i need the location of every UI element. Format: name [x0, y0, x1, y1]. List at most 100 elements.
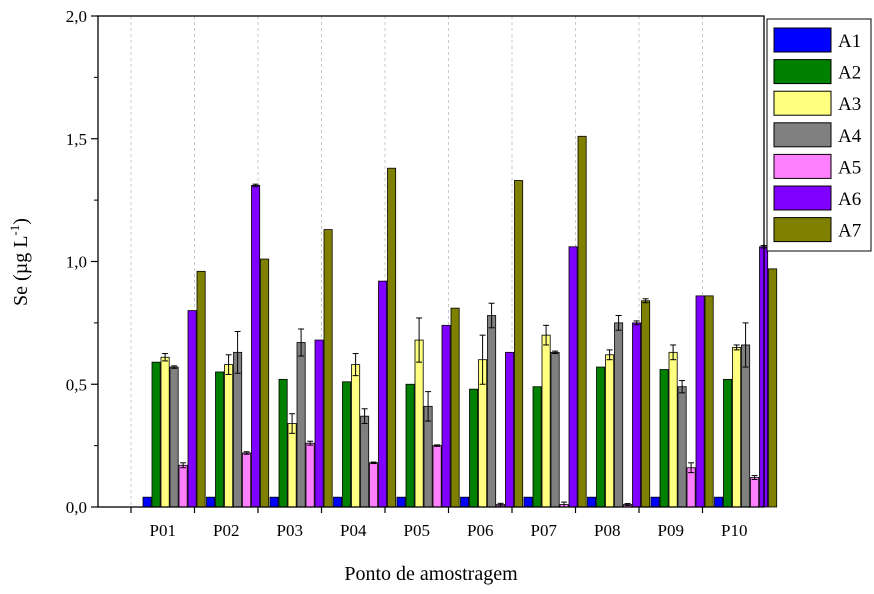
bar-A3-P08 — [605, 354, 615, 508]
bar-A6-P02 — [251, 184, 261, 508]
bar-A7-P01 — [196, 270, 206, 508]
bar-A4-P06 — [487, 315, 497, 508]
bar-A1-P06 — [460, 496, 470, 508]
bar-A7-P03 — [323, 229, 333, 508]
bar-A1-P02 — [206, 496, 216, 508]
bar-A5-P03 — [305, 442, 315, 508]
bar-A3-P07 — [541, 334, 551, 508]
bar-A1-P09 — [650, 496, 660, 508]
y-tick-label: 1,0 — [66, 253, 87, 272]
bar-A3-P03 — [287, 423, 297, 508]
legend-swatch-A2 — [773, 59, 832, 85]
bar-A6-P04 — [378, 280, 388, 508]
bar-A6-P08 — [632, 322, 642, 508]
legend-label-A6: A6 — [838, 189, 861, 210]
x-tick-label: P02 — [213, 521, 239, 540]
legend-swatch-A6 — [773, 185, 832, 211]
bar-A2-P04 — [342, 381, 352, 508]
bar-A5-P04 — [369, 462, 379, 508]
bar-A6-P03 — [314, 339, 324, 508]
x-tick-label: P10 — [721, 521, 747, 540]
ticks: 0,0 0,5 1,0 1,5 2,0 P01 P02 P03 P04 P05 P06 P07 P08 P… — [66, 7, 748, 540]
bar-A7-P07 — [577, 135, 587, 508]
bar-A7-P10 — [768, 268, 778, 508]
bar-A6-P05 — [441, 324, 451, 508]
bar-A1-P08 — [587, 496, 597, 508]
bar-A1-P07 — [523, 496, 533, 508]
bar-A7-P06 — [514, 180, 524, 508]
legend-swatch-A3 — [773, 90, 832, 116]
bar-A5-P10 — [750, 477, 760, 508]
bar-A3-P04 — [351, 364, 361, 508]
legend-label-A7: A7 — [838, 221, 861, 242]
x-tick-label: P01 — [150, 521, 176, 540]
bar-A4-P03 — [296, 342, 306, 508]
bar-A7-P09 — [704, 295, 714, 508]
bar-A7-P02 — [260, 258, 270, 508]
bar-A2-P01 — [151, 361, 161, 508]
bar-A2-P06 — [469, 388, 479, 508]
bar-A4-P09 — [677, 386, 687, 508]
bar-A2-P03 — [278, 378, 288, 508]
legend: A1 A2 A3 A4 A5 A6 A7 — [766, 18, 872, 252]
bar-A3-P01 — [160, 356, 170, 508]
bar-A5-P01 — [178, 464, 188, 508]
bar-A7-P04 — [387, 167, 397, 508]
legend-swatch-A7 — [773, 217, 832, 243]
y-tick-label: 1,5 — [66, 130, 87, 149]
legend-swatch-A5 — [773, 153, 832, 179]
y-tick-label: 0,0 — [66, 498, 87, 517]
bar-A1-P10 — [714, 496, 724, 508]
x-tick-label: P03 — [277, 521, 303, 540]
bar-A4-P10 — [741, 344, 751, 508]
bar-A7-P05 — [450, 307, 460, 508]
x-tick-label: P04 — [340, 521, 367, 540]
x-tick-label: P08 — [594, 521, 620, 540]
bar-A7-P08 — [641, 300, 651, 508]
bar-A4-P08 — [614, 322, 624, 508]
bars — [142, 135, 778, 508]
x-tick-label: P07 — [531, 521, 558, 540]
y-tick-label: 0,5 — [66, 375, 87, 394]
bar-A5-P02 — [242, 452, 252, 508]
bar-A6-P01 — [187, 310, 197, 508]
bar-A4-P04 — [360, 415, 370, 508]
bar-A3-P02 — [224, 364, 234, 508]
y-tick-label: 2,0 — [66, 7, 87, 26]
legend-swatch-A4 — [773, 122, 832, 148]
legend-label-A3: A3 — [838, 94, 861, 115]
bar-A4-P02 — [233, 351, 243, 508]
legend-label-A5: A5 — [838, 157, 861, 178]
bar-A6-P09 — [695, 295, 705, 508]
legend-label-A2: A2 — [838, 63, 861, 84]
legend-label-A1: A1 — [838, 31, 861, 52]
bar-A6-P06 — [505, 351, 515, 508]
bar-A4-P01 — [169, 366, 179, 508]
bar-A2-P09 — [659, 369, 669, 508]
bar-A5-P05 — [432, 445, 442, 508]
bar-A3-P09 — [668, 351, 678, 508]
y-axis-title: Se (µg L-1) — [7, 218, 32, 306]
bar-A1-P04 — [333, 496, 343, 508]
bar-A1-P05 — [396, 496, 406, 508]
bar-A2-P08 — [596, 366, 606, 508]
x-axis-title: Ponto de amostragem — [344, 563, 518, 585]
bar-A6-P07 — [568, 246, 578, 508]
bar-A2-P10 — [723, 378, 733, 508]
legend-swatch-A1 — [773, 27, 832, 53]
bar-A1-P01 — [142, 496, 152, 508]
y-axis-title-superscript: -1 — [7, 225, 22, 236]
x-tick-label: P06 — [467, 521, 493, 540]
legend-label-A4: A4 — [838, 126, 862, 147]
y-axis-title-close: ) — [10, 218, 32, 225]
y-axis-title-main: Se (µg L — [10, 236, 32, 306]
bar-A2-P02 — [215, 371, 225, 508]
bar-A1-P03 — [269, 496, 279, 508]
bar-A3-P10 — [732, 347, 742, 508]
bar-A3-P05 — [414, 339, 424, 508]
bar-A5-P09 — [686, 467, 696, 508]
bar-A2-P07 — [532, 386, 542, 508]
bar-A4-P07 — [550, 351, 560, 508]
